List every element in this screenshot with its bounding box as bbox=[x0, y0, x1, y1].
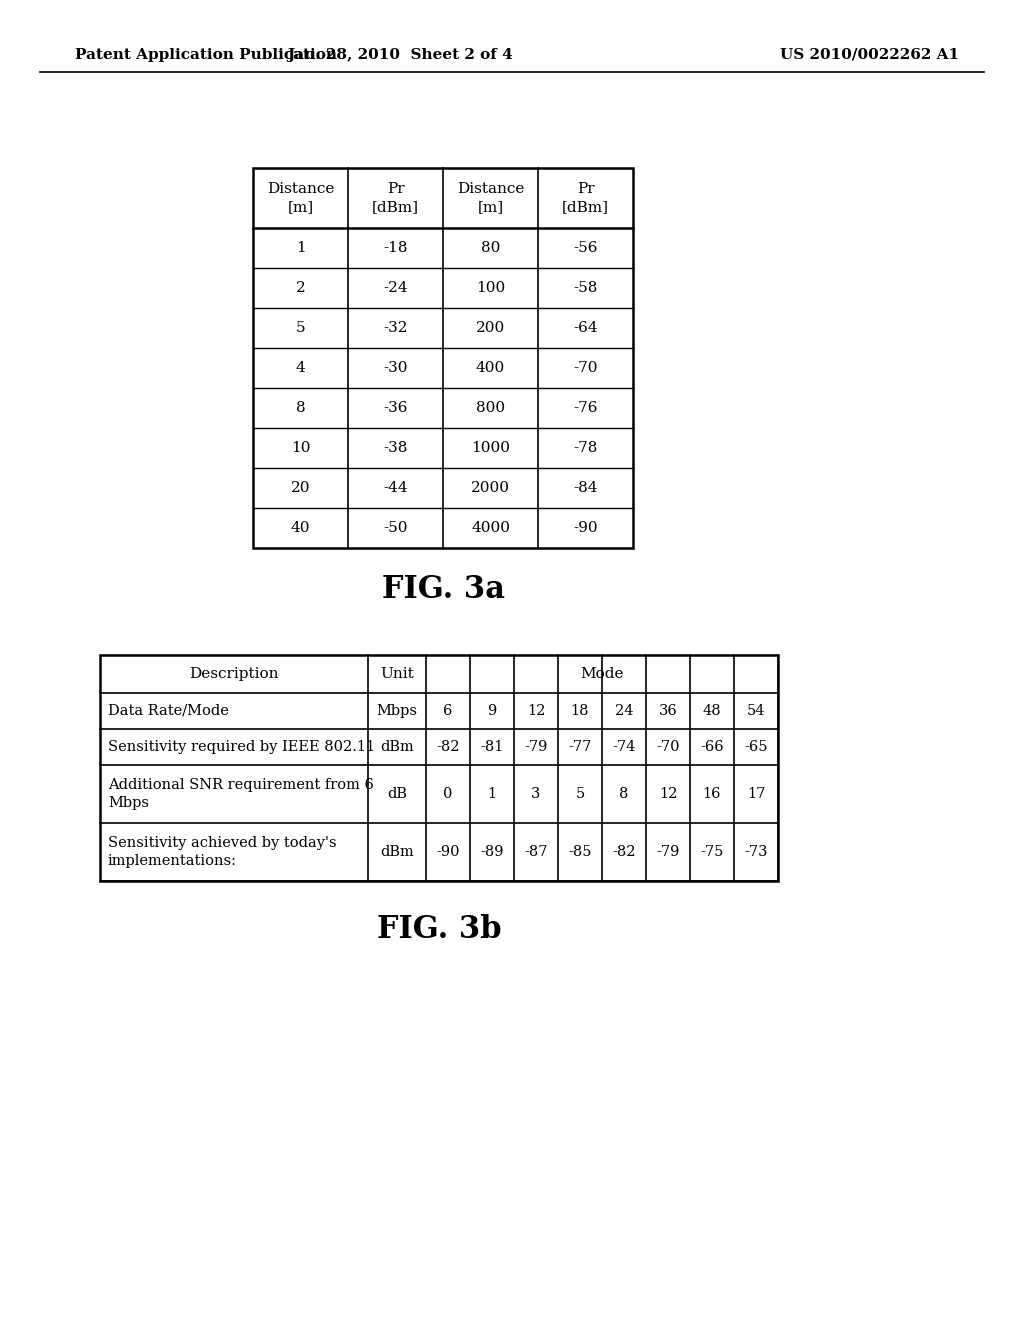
Text: Patent Application Publication: Patent Application Publication bbox=[75, 48, 337, 62]
Text: 40: 40 bbox=[291, 521, 310, 535]
Text: -81: -81 bbox=[480, 741, 504, 754]
Text: 5: 5 bbox=[296, 321, 305, 335]
Text: 10: 10 bbox=[291, 441, 310, 455]
Text: Jan. 28, 2010  Sheet 2 of 4: Jan. 28, 2010 Sheet 2 of 4 bbox=[287, 48, 513, 62]
Text: -74: -74 bbox=[612, 741, 636, 754]
Text: Pr
[dBm]: Pr [dBm] bbox=[562, 182, 609, 214]
Bar bbox=[253, 168, 633, 548]
Text: -38: -38 bbox=[383, 441, 408, 455]
Text: -73: -73 bbox=[744, 845, 768, 859]
Text: 4: 4 bbox=[296, 360, 305, 375]
Text: Mbps: Mbps bbox=[377, 704, 418, 718]
Text: 17: 17 bbox=[746, 787, 765, 801]
Text: Sensitivity achieved by today's
implementations:: Sensitivity achieved by today's implemen… bbox=[108, 837, 337, 867]
Text: 48: 48 bbox=[702, 704, 721, 718]
Text: -77: -77 bbox=[568, 741, 592, 754]
Text: 9: 9 bbox=[487, 704, 497, 718]
Text: -56: -56 bbox=[573, 242, 598, 255]
Text: dB: dB bbox=[387, 787, 407, 801]
Text: Mode: Mode bbox=[581, 667, 624, 681]
Text: -79: -79 bbox=[656, 845, 680, 859]
Text: 0: 0 bbox=[443, 787, 453, 801]
Text: -82: -82 bbox=[436, 741, 460, 754]
Text: Distance
[m]: Distance [m] bbox=[457, 182, 524, 214]
Text: -70: -70 bbox=[656, 741, 680, 754]
Bar bbox=[100, 655, 778, 880]
Text: 24: 24 bbox=[614, 704, 633, 718]
Text: -84: -84 bbox=[573, 480, 598, 495]
Text: -90: -90 bbox=[436, 845, 460, 859]
Text: 1: 1 bbox=[487, 787, 497, 801]
Text: 200: 200 bbox=[476, 321, 505, 335]
Text: -87: -87 bbox=[524, 845, 548, 859]
Text: -32: -32 bbox=[383, 321, 408, 335]
Text: Distance
[m]: Distance [m] bbox=[267, 182, 334, 214]
Text: US 2010/0022262 A1: US 2010/0022262 A1 bbox=[780, 48, 959, 62]
Text: -30: -30 bbox=[383, 360, 408, 375]
Text: dBm: dBm bbox=[380, 741, 414, 754]
Text: FIG. 3b: FIG. 3b bbox=[377, 913, 502, 945]
Text: -66: -66 bbox=[700, 741, 724, 754]
Text: Pr
[dBm]: Pr [dBm] bbox=[372, 182, 419, 214]
Text: 3: 3 bbox=[531, 787, 541, 801]
Text: -58: -58 bbox=[573, 281, 598, 294]
Text: 80: 80 bbox=[481, 242, 500, 255]
Text: 8: 8 bbox=[296, 401, 305, 414]
Text: 12: 12 bbox=[658, 787, 677, 801]
Text: -78: -78 bbox=[573, 441, 598, 455]
Text: 1000: 1000 bbox=[471, 441, 510, 455]
Text: 54: 54 bbox=[746, 704, 765, 718]
Text: -44: -44 bbox=[383, 480, 408, 495]
Text: 1: 1 bbox=[296, 242, 305, 255]
Text: -89: -89 bbox=[480, 845, 504, 859]
Text: Sensitivity required by IEEE 802.11: Sensitivity required by IEEE 802.11 bbox=[108, 741, 375, 754]
Text: -50: -50 bbox=[383, 521, 408, 535]
Text: 8: 8 bbox=[620, 787, 629, 801]
Text: -70: -70 bbox=[573, 360, 598, 375]
Text: 5: 5 bbox=[575, 787, 585, 801]
Text: 4000: 4000 bbox=[471, 521, 510, 535]
Text: 800: 800 bbox=[476, 401, 505, 414]
Text: 16: 16 bbox=[702, 787, 721, 801]
Text: -82: -82 bbox=[612, 845, 636, 859]
Text: 18: 18 bbox=[570, 704, 589, 718]
Text: Unit: Unit bbox=[380, 667, 414, 681]
Text: 20: 20 bbox=[291, 480, 310, 495]
Text: -36: -36 bbox=[383, 401, 408, 414]
Text: 2: 2 bbox=[296, 281, 305, 294]
Text: -18: -18 bbox=[383, 242, 408, 255]
Text: FIG. 3a: FIG. 3a bbox=[382, 574, 505, 606]
Text: -90: -90 bbox=[573, 521, 598, 535]
Text: 400: 400 bbox=[476, 360, 505, 375]
Text: -75: -75 bbox=[700, 845, 724, 859]
Text: -24: -24 bbox=[383, 281, 408, 294]
Text: 12: 12 bbox=[526, 704, 545, 718]
Text: -79: -79 bbox=[524, 741, 548, 754]
Text: Description: Description bbox=[189, 667, 279, 681]
Text: 36: 36 bbox=[658, 704, 677, 718]
Text: -64: -64 bbox=[573, 321, 598, 335]
Text: -65: -65 bbox=[744, 741, 768, 754]
Text: 100: 100 bbox=[476, 281, 505, 294]
Text: -85: -85 bbox=[568, 845, 592, 859]
Text: dBm: dBm bbox=[380, 845, 414, 859]
Text: 2000: 2000 bbox=[471, 480, 510, 495]
Text: 6: 6 bbox=[443, 704, 453, 718]
Text: Additional SNR requirement from 6
Mbps: Additional SNR requirement from 6 Mbps bbox=[108, 779, 374, 809]
Text: -76: -76 bbox=[573, 401, 598, 414]
Text: Data Rate/Mode: Data Rate/Mode bbox=[108, 704, 229, 718]
